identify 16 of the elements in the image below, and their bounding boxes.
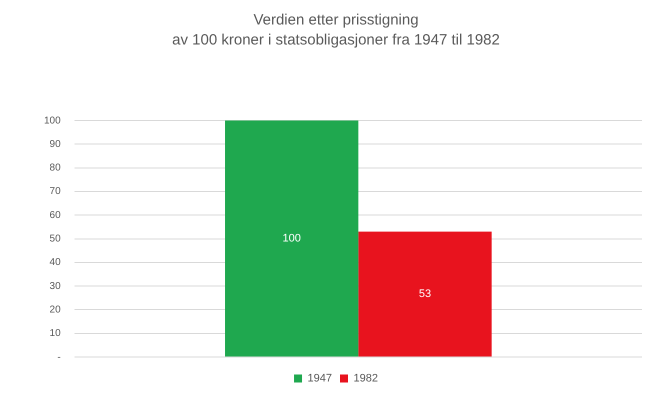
y-tick-label: - xyxy=(57,352,61,363)
legend-label: 1982 xyxy=(354,372,378,385)
y-tick-label: 20 xyxy=(50,304,62,316)
data-label: 53 xyxy=(418,288,432,300)
y-tick-label: 10 xyxy=(50,328,62,340)
y-tick-label: 70 xyxy=(50,186,62,198)
y-tick-label: 50 xyxy=(50,234,62,244)
chart-title: Verdien etter prisstigning av 100 kroner i statsobligasjoner fra 1947 til 1982 xyxy=(172,11,500,49)
y-tick-label: 100 xyxy=(44,115,62,126)
y-tick-label: 30 xyxy=(50,280,62,292)
data-label: 100 xyxy=(282,232,301,245)
y-tick-label: 90 xyxy=(50,138,62,150)
y-tick-label: 80 xyxy=(50,162,62,174)
y-tick-label: 60 xyxy=(50,210,62,221)
legend-label: 1947 xyxy=(308,372,332,385)
y-tick-label: 40 xyxy=(50,257,62,268)
